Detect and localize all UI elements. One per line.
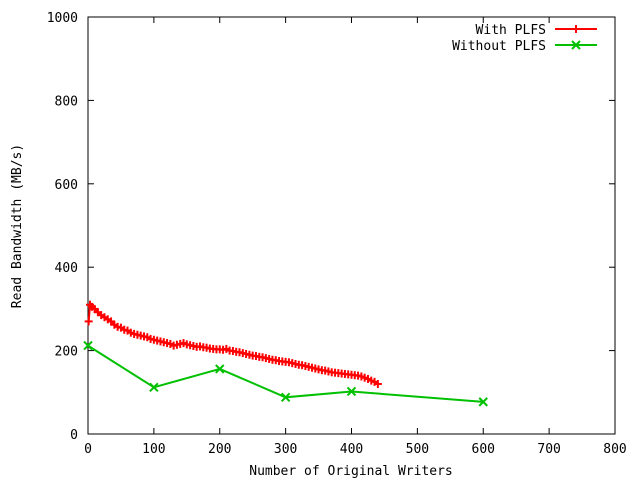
y-tick-label: 600 [55,178,78,193]
x-tick-label: 700 [537,442,560,457]
x-tick-label: 800 [603,442,626,457]
x-tick-label: 200 [208,442,231,457]
x-tick-label: 300 [274,442,297,457]
legend-label: Without PLFS [452,39,546,54]
x-tick-label: 100 [142,442,165,457]
legend-label: With PLFS [476,23,546,38]
data-point [149,382,159,393]
y-tick-label: 200 [55,345,78,360]
series-1 [83,340,488,407]
y-tick-label: 0 [70,428,78,443]
legend-marker [571,40,581,50]
axis-tick-labels: 0 100 200 300 400 500 600 700 800 0 200 400 600 800 10… [47,11,627,457]
data-point [373,379,382,388]
x-axis-label: Number of Original Writers [249,464,453,479]
data-point [84,317,93,326]
series-layer [83,300,488,407]
legend-marker [572,25,580,33]
data-point [215,364,225,374]
data-point [280,392,291,403]
x-tick-label: 600 [472,442,495,457]
data-point [346,386,357,397]
y-tick-label: 400 [55,261,78,276]
y-tick-label: 1000 [47,11,78,26]
axis-ticks [87,16,616,435]
x-tick-label: 0 [84,442,92,457]
x-tick-label: 500 [406,442,429,457]
y-axis-label: Read Bandwidth (MB/s) [10,144,25,308]
y-tick-label: 800 [55,94,78,109]
x-tick-label: 400 [340,442,363,457]
series-line [87,344,484,403]
data-point [478,397,488,407]
data-point [83,340,93,351]
series-0 [84,300,382,388]
